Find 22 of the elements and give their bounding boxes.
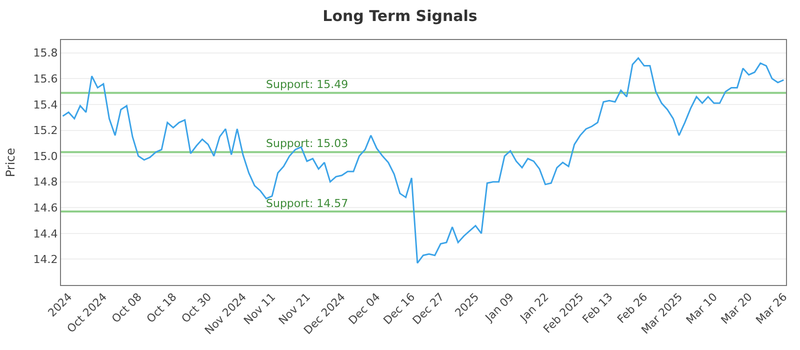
x-tick-label: Mar 10 [684,290,720,327]
y-axis-title: Price [4,148,18,178]
x-tick-label: Dec 04 [346,290,383,328]
y-tick-label: 15.0 [33,150,58,163]
ref-line-label: Support: 15.49 [266,78,348,91]
ref-line-label: Support: 15.03 [266,137,348,150]
x-tick-label: Oct 18 [144,290,180,326]
x-tick-label: Mar 26 [753,290,790,327]
line-series [62,57,784,264]
y-tick-label: 14.6 [33,201,58,214]
y-tick-label: 15.4 [33,98,58,112]
y-tick-label: 15.8 [33,46,58,60]
x-tick-label: Mar 20 [718,290,755,327]
chart-title: Long Term Signals [322,7,478,25]
ref-line-label: Support: 14.57 [266,197,348,210]
x-tick-label: Oct 08 [109,290,144,326]
y-tick-label: 14.8 [33,176,58,189]
y-tick-label: 14.2 [33,253,58,266]
y-tick-label: 14.4 [33,227,58,240]
y-tick-label: 15.2 [33,124,58,138]
y-tick-label: 15.6 [33,72,58,86]
x-tick-label: Jan 09 [482,290,516,325]
